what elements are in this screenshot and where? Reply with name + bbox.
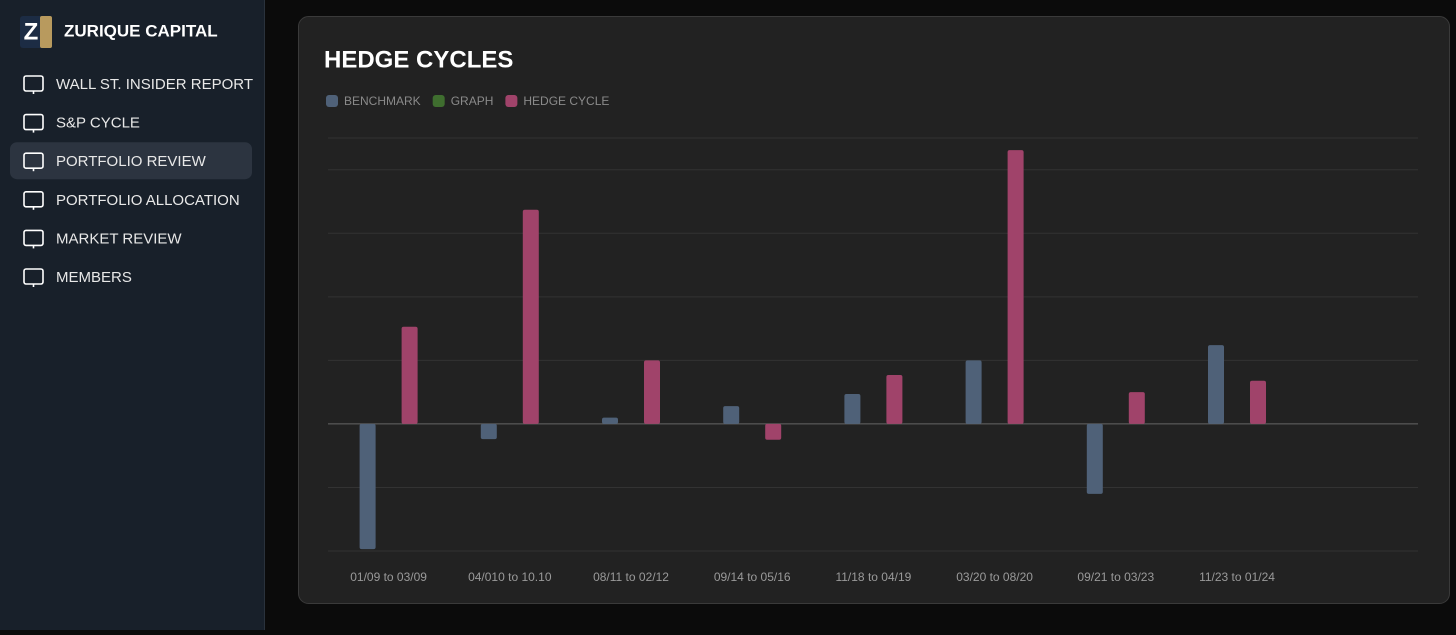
legend-label: BENCHMARK [344, 94, 421, 108]
legend-label: HEDGE CYCLE [523, 94, 609, 108]
x-tick-label: 09/14 to 05/16 [714, 570, 791, 584]
bar [644, 360, 660, 424]
bar [401, 326, 418, 424]
menu-item[interactable]: PORTFOLIO REVIEW [10, 142, 252, 180]
bar [1007, 150, 1024, 424]
bar [1250, 380, 1266, 424]
bar [602, 417, 618, 424]
legend-swatch [432, 95, 445, 107]
bar [886, 374, 903, 424]
x-tick-label: 08/11 to 02/12 [593, 570, 669, 584]
legend-swatch [326, 95, 338, 107]
bar [965, 360, 982, 424]
menu-highlight [10, 142, 252, 180]
brand: ZURIQUE CAPITAL [64, 21, 218, 40]
bar [359, 423, 376, 550]
bar [1128, 392, 1145, 424]
menu-label[interactable]: PORTFOLIO REVIEW [56, 153, 207, 170]
x-tick-label: 09/21 to 03/23 [1077, 570, 1154, 584]
menu-label[interactable]: MEMBERS [56, 269, 132, 286]
plot: BENCHMARK GRAPH HEDGE CYCLE 01/09 to 03/09 0… [326, 94, 1418, 584]
menu-label[interactable]: S&P CYCLE [56, 115, 140, 132]
x-tick-label: 11/18 to 04/19 [835, 570, 911, 584]
menu-label[interactable]: MARKET REVIEW [56, 230, 182, 247]
x-tick-label: 11/23 to 01/24 [1199, 570, 1275, 584]
bar [1208, 345, 1224, 424]
bar [480, 423, 497, 440]
menu-label[interactable]: PORTFOLIO ALLOCATION [56, 192, 240, 209]
x-tick-label: 03/20 to 08/20 [956, 570, 1033, 584]
bar [723, 406, 740, 424]
menu-item[interactable]: WALL ST. INSIDER REPORT [23, 75, 253, 94]
menu-item[interactable]: PORTFOLIO ALLOCATION [23, 191, 240, 210]
legend-label: GRAPH [451, 94, 494, 108]
legend-swatch [505, 95, 518, 107]
sidebar [0, 0, 264, 630]
bar [522, 209, 539, 424]
menu-item[interactable]: S&P CYCLE [23, 113, 140, 133]
bar [1086, 423, 1103, 494]
menu-item[interactable]: MEMBERS [23, 268, 132, 287]
bar [844, 394, 861, 424]
bar [765, 423, 782, 440]
logo-strip [40, 16, 52, 48]
menu-item[interactable]: MARKET REVIEW [23, 229, 182, 249]
logo-text: Z [24, 18, 39, 45]
menu-label[interactable]: WALL ST. INSIDER REPORT [56, 76, 253, 93]
x-tick-label: 01/09 to 03/09 [350, 570, 427, 584]
x-tick-label: 04/010 to 10.10 [468, 570, 552, 584]
chart-title: HEDGE CYCLES [324, 46, 513, 73]
card [298, 16, 1450, 604]
menu: WALL ST. INSIDER REPORT S&P CYCLE PORTFOLI… [10, 75, 253, 287]
